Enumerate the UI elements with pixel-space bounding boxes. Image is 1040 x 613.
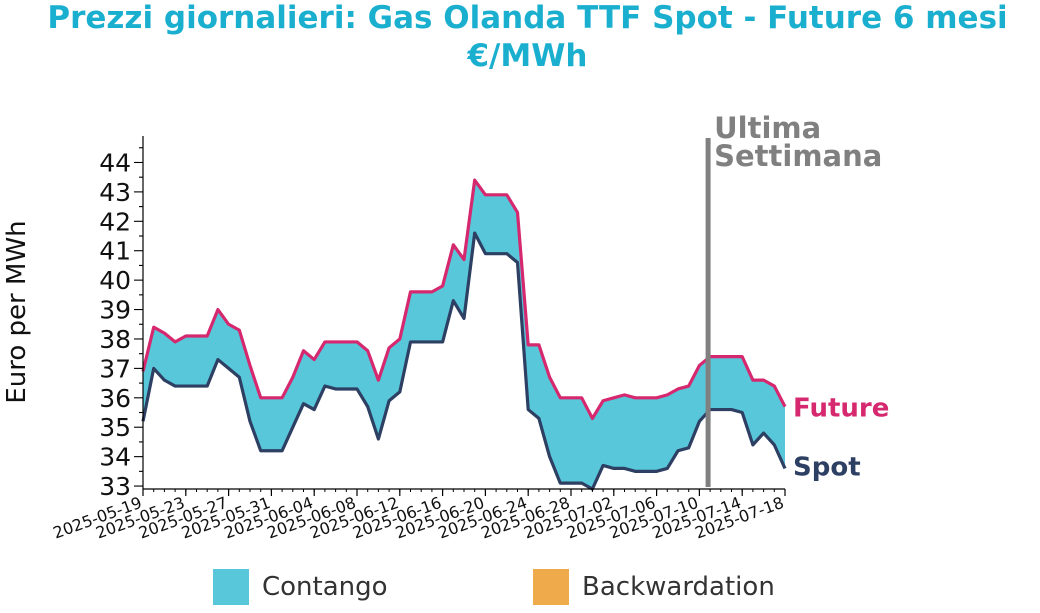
y-tick-label: 34: [99, 443, 131, 472]
spot-series-label: Spot: [793, 452, 861, 482]
y-axis-label: Euro per MWh: [2, 220, 32, 403]
contango-area: [143, 180, 785, 489]
contango-area-layer: [143, 180, 785, 489]
legend-item-contango: Contango: [213, 568, 388, 606]
future-line: [141, 178, 787, 420]
y-tick-label: 42: [99, 207, 131, 236]
y-tick-label: 44: [99, 148, 131, 177]
y-tick-label: 40: [99, 266, 131, 295]
series-lines-layer: [141, 178, 787, 491]
legend-swatch-backwardation: [533, 569, 569, 605]
chart-title-line1: Prezzi giornalieri: Gas Olanda TTF Spot …: [47, 0, 1008, 36]
last-week-label-line1: Ultima: [714, 111, 821, 145]
y-tick-label: 39: [99, 296, 131, 325]
y-tick-label: 37: [99, 354, 131, 383]
y-tick-label: 38: [99, 325, 131, 354]
y-tick-label: 36: [99, 384, 131, 413]
axes: 3334353637383940414243442025-05-192025-0…: [2, 136, 786, 543]
last-week-label-line2: Settimana: [714, 139, 882, 173]
y-tick-label: 41: [99, 237, 131, 266]
legend-item-backwardation: Backwardation: [533, 568, 775, 606]
series-labels: Future Spot: [793, 394, 889, 483]
future-series-label: Future: [793, 394, 889, 424]
chart-title-line2: €/MWh: [467, 38, 588, 74]
y-tick-label: 43: [99, 178, 131, 207]
legend-label-contango: Contango: [262, 572, 388, 602]
legend-label-backwardation: Backwardation: [582, 572, 775, 602]
y-tick-label: 33: [99, 472, 131, 501]
spot-line: [141, 231, 787, 491]
y-tick-label: 35: [99, 413, 131, 442]
legend-swatch-contango: [213, 569, 249, 605]
